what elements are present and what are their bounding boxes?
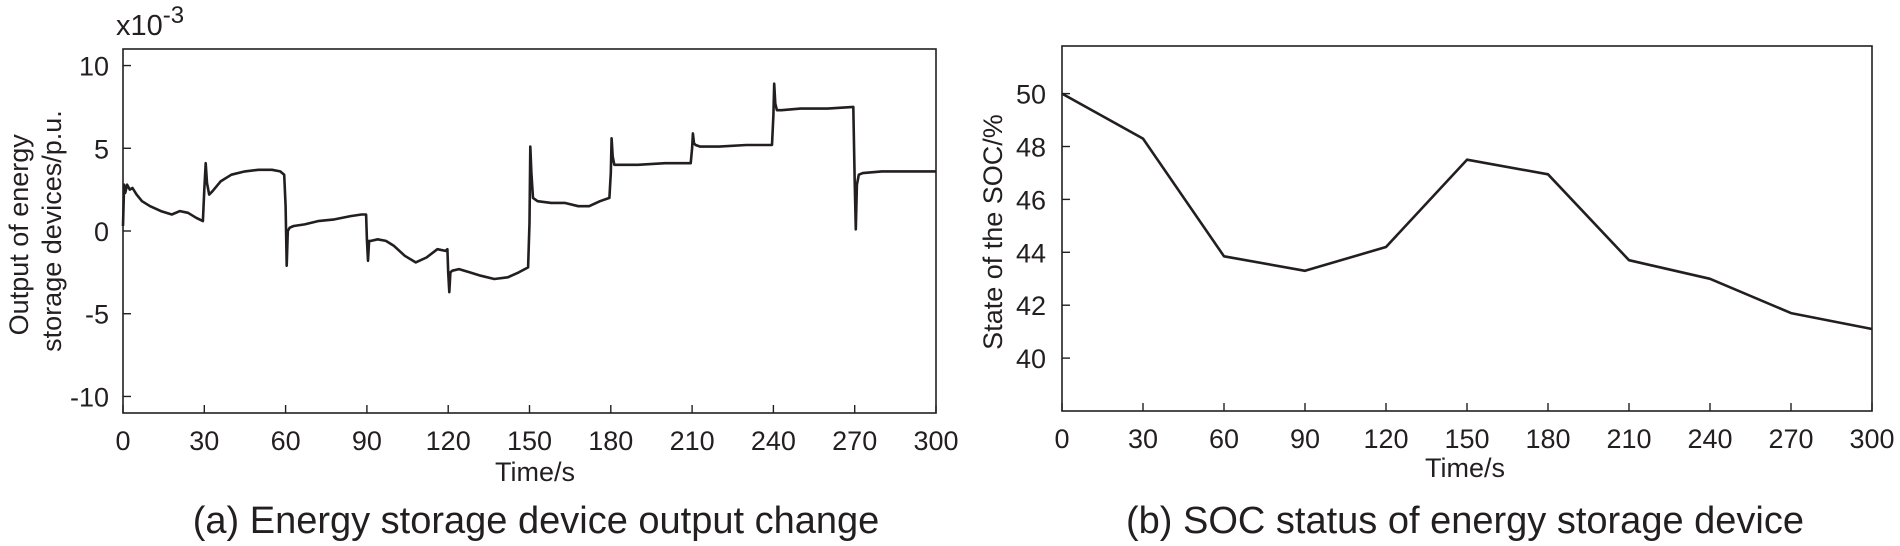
panel-b-series xyxy=(1061,92,1873,331)
panel-a-x-tick-labels: 0 30 60 90 120 150 180 210 240 270 300 xyxy=(115,426,958,456)
panel-a-output: 0 30 60 90 120 150 180 210 240 270 300 -10 -5 0 5 10 x… xyxy=(4,2,959,542)
panel-b-x-tick-label: 270 xyxy=(1768,424,1813,454)
panel-b-x-tick-label: 120 xyxy=(1363,424,1408,454)
panel-a-y-tick-label: 5 xyxy=(94,134,109,164)
panel-a-ticks xyxy=(122,64,937,413)
panel-b-plot-frame xyxy=(1061,45,1873,412)
panel-b-y-tick-label: 44 xyxy=(1016,238,1046,268)
panel-b-y-tick-labels: 40 42 44 46 48 50 xyxy=(1016,80,1046,374)
panel-b-y-tick-label: 50 xyxy=(1016,80,1046,110)
panel-a-x-tick-label: 180 xyxy=(588,426,633,456)
panel-a-scale-label: x10-3 xyxy=(116,2,184,42)
panel-a-y-tick-label: 0 xyxy=(94,217,109,247)
panel-a-series xyxy=(121,82,936,294)
panel-a-x-tick-label: 90 xyxy=(352,426,382,456)
panel-b-y-tick-label: 48 xyxy=(1016,133,1046,163)
panel-b-x-axis-label: Time/s xyxy=(1425,453,1505,483)
panel-b-x-tick-labels: 0 30 60 90 120 150 180 210 240 270 300 xyxy=(1054,424,1894,454)
panel-b-soc: 0 30 60 90 120 150 180 210 240 270 300 40 42 44 46 48 5… xyxy=(978,45,1895,542)
panel-b-x-tick-label: 0 xyxy=(1054,424,1069,454)
panel-b-x-tick-label: 60 xyxy=(1209,424,1239,454)
panel-a-x-tick-label: 0 xyxy=(115,426,130,456)
panel-a-y-tick-label: -10 xyxy=(70,382,109,412)
panel-b-x-tick-label: 240 xyxy=(1687,424,1732,454)
panel-b-series-line-SOC xyxy=(1061,92,1873,331)
panel-a-x-axis-label: Time/s xyxy=(495,457,575,487)
panel-b-y-tick-label: 46 xyxy=(1016,185,1046,215)
panel-b-y-tick-label: 40 xyxy=(1016,344,1046,374)
panel-a-x-tick-label: 300 xyxy=(913,426,958,456)
panel-b-x-tick-label: 150 xyxy=(1444,424,1489,454)
panel-a-x-tick-label: 270 xyxy=(832,426,877,456)
panel-b-y-axis-label: State of the SOC/% xyxy=(978,114,1008,350)
panel-a-y-axis-label-line-2: storage devices/p.u. xyxy=(37,110,67,352)
panel-b-x-tick-label: 180 xyxy=(1525,424,1570,454)
panel-b-caption: (b) SOC status of energy storage device xyxy=(1126,500,1804,542)
panel-a-y-axis-label: Output of energy storage devices/p.u. xyxy=(4,110,67,352)
panel-a-series-line-output xyxy=(121,82,936,294)
panel-a-caption: (a) Energy storage device output change xyxy=(193,500,880,542)
panel-b-x-tick-label: 210 xyxy=(1606,424,1651,454)
panel-b-x-tick-label: 300 xyxy=(1849,424,1894,454)
panel-a-x-tick-label: 150 xyxy=(507,426,552,456)
panel-a-x-tick-label: 120 xyxy=(426,426,471,456)
panel-a-y-axis-label-line-1: Output of energy xyxy=(4,134,34,336)
panel-a-y-tick-label: -5 xyxy=(85,300,109,330)
panel-b-x-tick-label: 90 xyxy=(1290,424,1320,454)
panel-a-x-tick-label: 210 xyxy=(670,426,715,456)
panel-a-x-tick-label: 60 xyxy=(271,426,301,456)
panel-b-x-tick-label: 30 xyxy=(1128,424,1158,454)
panel-b-y-tick-label: 42 xyxy=(1016,291,1046,321)
panel-a-x-tick-label: 240 xyxy=(751,426,796,456)
panel-b-ticks xyxy=(1061,92,1873,411)
panel-a-y-tick-label: 10 xyxy=(79,52,109,82)
panel-a-y-tick-labels: -10 -5 0 5 10 xyxy=(70,52,109,413)
panel-a-x-tick-label: 30 xyxy=(189,426,219,456)
